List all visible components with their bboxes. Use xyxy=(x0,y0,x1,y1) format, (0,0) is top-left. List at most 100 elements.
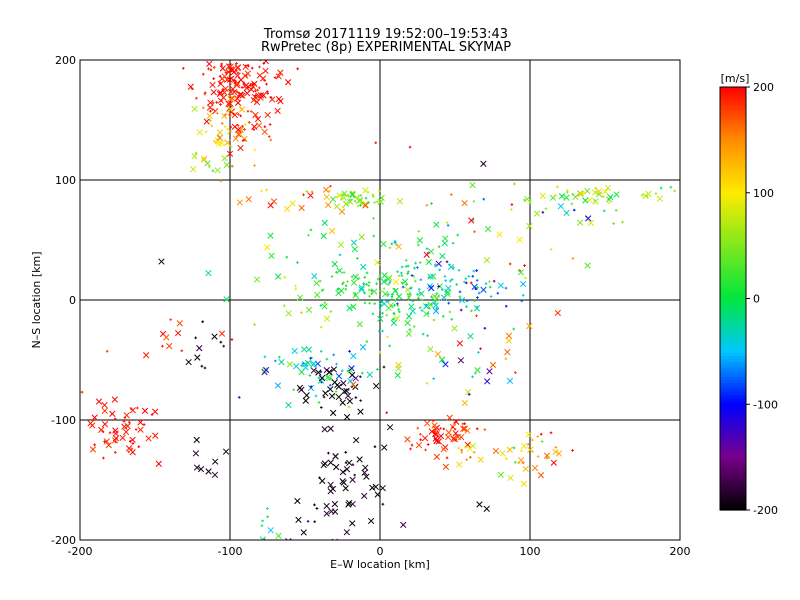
colorbar-segment xyxy=(720,449,746,454)
point-plus xyxy=(322,395,326,399)
point-cross xyxy=(395,243,402,250)
point-cross xyxy=(226,150,234,157)
point-plus xyxy=(540,440,544,443)
point-plus xyxy=(417,230,421,233)
point-plus xyxy=(319,325,323,329)
point-plus xyxy=(373,302,377,305)
point-cross xyxy=(424,420,431,427)
point-plus xyxy=(263,355,267,359)
colorbar-segment xyxy=(720,440,746,445)
point-cross xyxy=(451,325,458,332)
colorbar-segment xyxy=(720,111,746,115)
point-plus xyxy=(209,68,213,72)
point-cross xyxy=(245,196,252,203)
point-plus xyxy=(309,385,313,389)
point-plus xyxy=(128,421,131,424)
point-cross xyxy=(656,195,663,202)
colorbar-segment xyxy=(720,494,746,499)
point-plus xyxy=(504,357,508,361)
point-cross xyxy=(193,464,201,471)
point-cross xyxy=(360,263,367,271)
point-cross xyxy=(563,209,570,217)
point-cross xyxy=(587,219,595,227)
point-cross xyxy=(390,319,398,327)
point-plus xyxy=(463,280,466,284)
point-plus xyxy=(416,293,419,296)
point-plus xyxy=(456,233,459,237)
point-cross xyxy=(507,474,514,482)
colorbar-segment xyxy=(720,389,746,393)
point-cross xyxy=(294,497,301,505)
point-cross xyxy=(211,333,218,340)
point-plus xyxy=(201,72,205,76)
point-cross xyxy=(366,371,373,378)
point-cross xyxy=(227,106,234,113)
point-cross xyxy=(328,392,336,400)
point-plus xyxy=(459,308,463,312)
colorbar-segment xyxy=(720,488,746,493)
point-cross xyxy=(137,419,144,426)
point-plus xyxy=(432,377,435,380)
colorbar-segment xyxy=(720,123,746,127)
point-cross xyxy=(346,499,353,507)
point-cross xyxy=(109,410,116,417)
point-plus xyxy=(240,86,244,89)
point-plus xyxy=(409,293,412,297)
point-plus xyxy=(376,368,379,371)
colorbar-segment xyxy=(720,213,746,218)
point-plus xyxy=(373,201,376,204)
point-cross xyxy=(244,70,251,77)
point-cross xyxy=(602,188,609,195)
point-plus xyxy=(477,351,480,354)
point-plus xyxy=(256,88,259,92)
point-cross xyxy=(267,527,274,534)
point-cross xyxy=(343,466,351,473)
point-plus xyxy=(319,406,323,409)
point-plus xyxy=(201,106,205,110)
point-plus xyxy=(463,422,466,425)
point-cross xyxy=(285,79,292,86)
point-cross xyxy=(432,302,439,309)
colorbar-segment xyxy=(720,358,746,363)
point-cross xyxy=(174,329,182,337)
colorbar-segment xyxy=(720,292,746,297)
point-plus xyxy=(479,347,482,350)
axis-ticks: -200 -100 0 100 200 -200 -100 0 100 200 xyxy=(51,54,690,558)
point-cross xyxy=(211,471,219,479)
point-cross xyxy=(433,453,441,460)
colorbar-segment xyxy=(720,377,746,381)
point-plus xyxy=(328,384,332,387)
colorbar-segment xyxy=(720,316,746,321)
point-cross xyxy=(416,237,423,244)
point-cross xyxy=(321,219,328,227)
point-cross xyxy=(285,538,292,540)
colorbar-segment xyxy=(720,374,746,378)
point-plus xyxy=(203,366,207,370)
point-plus xyxy=(105,349,109,353)
point-plus xyxy=(418,306,422,310)
colorbar-segment xyxy=(720,331,746,336)
point-plus xyxy=(472,269,476,273)
point-plus xyxy=(180,349,184,353)
point-cross xyxy=(274,107,281,115)
point-cross xyxy=(429,273,437,280)
point-cross xyxy=(216,129,224,136)
point-cross xyxy=(442,361,449,368)
y-tick-label: -200 xyxy=(51,534,76,547)
point-plus xyxy=(226,127,229,131)
point-plus xyxy=(114,440,118,444)
point-plus xyxy=(446,224,450,227)
point-cross xyxy=(358,233,365,241)
point-cross xyxy=(112,435,120,442)
point-cross xyxy=(440,294,448,301)
point-cross xyxy=(193,436,200,444)
point-cross xyxy=(323,502,330,510)
colorbar-segment xyxy=(720,404,746,408)
point-plus xyxy=(320,380,323,384)
point-cross xyxy=(476,501,483,508)
point-plus xyxy=(102,456,105,460)
point-cross xyxy=(267,232,274,239)
point-plus xyxy=(394,299,397,302)
point-cross xyxy=(468,217,475,224)
point-plus xyxy=(282,304,286,308)
